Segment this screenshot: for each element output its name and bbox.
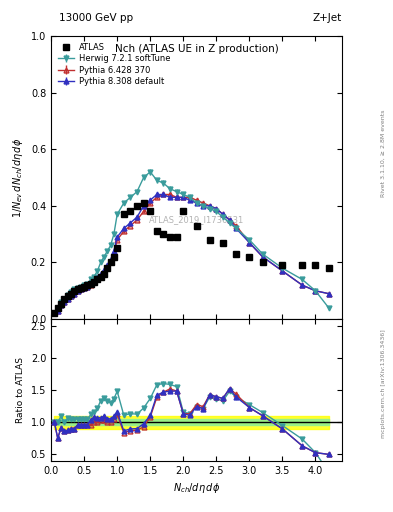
ATLAS <box>68 291 73 297</box>
ATLAS <box>108 260 113 266</box>
ATLAS <box>174 234 179 240</box>
ATLAS <box>82 284 86 290</box>
ATLAS <box>220 240 225 246</box>
Text: Nch (ATLAS UE in Z production): Nch (ATLAS UE in Z production) <box>115 45 278 54</box>
ATLAS <box>121 211 126 218</box>
ATLAS <box>208 237 212 243</box>
ATLAS <box>234 251 239 257</box>
ATLAS <box>102 271 107 277</box>
ATLAS <box>95 276 100 283</box>
ATLAS <box>148 208 152 215</box>
ATLAS <box>105 265 110 271</box>
ATLAS <box>154 228 159 234</box>
ATLAS <box>141 200 146 206</box>
ATLAS <box>135 203 140 209</box>
ATLAS <box>88 281 93 287</box>
Line: ATLAS: ATLAS <box>51 200 331 316</box>
ATLAS <box>55 305 60 311</box>
ATLAS <box>181 208 185 215</box>
ATLAS <box>72 288 77 294</box>
Text: ATLAS_2019_I1736531: ATLAS_2019_I1736531 <box>149 216 244 224</box>
ATLAS <box>115 245 119 251</box>
Y-axis label: $1/N_{ev}\, dN_{ch}/d\eta\, d\phi$: $1/N_{ev}\, dN_{ch}/d\eta\, d\phi$ <box>11 137 25 218</box>
ATLAS <box>62 296 67 303</box>
ATLAS <box>313 262 318 268</box>
ATLAS <box>75 286 80 292</box>
ATLAS <box>161 231 166 237</box>
Legend: ATLAS, Herwig 7.2.1 softTune, Pythia 6.428 370, Pythia 8.308 default: ATLAS, Herwig 7.2.1 softTune, Pythia 6.4… <box>55 40 173 89</box>
ATLAS <box>112 254 116 260</box>
ATLAS <box>52 310 57 316</box>
ATLAS <box>168 234 173 240</box>
ATLAS <box>326 265 331 271</box>
ATLAS <box>260 260 265 266</box>
Text: Rivet 3.1.10, ≥ 2.8M events: Rivet 3.1.10, ≥ 2.8M events <box>381 110 386 197</box>
ATLAS <box>280 262 285 268</box>
ATLAS <box>194 223 199 229</box>
Text: 13000 GeV pp: 13000 GeV pp <box>59 13 133 23</box>
ATLAS <box>65 293 70 300</box>
ATLAS <box>59 301 63 307</box>
Text: Z+Jet: Z+Jet <box>313 13 342 23</box>
Y-axis label: Ratio to ATLAS: Ratio to ATLAS <box>16 357 25 423</box>
ATLAS <box>247 254 252 260</box>
ATLAS <box>300 262 305 268</box>
ATLAS <box>98 273 103 280</box>
ATLAS <box>128 208 133 215</box>
Text: mcplots.cern.ch [arXiv:1306.3436]: mcplots.cern.ch [arXiv:1306.3436] <box>381 330 386 438</box>
ATLAS <box>85 282 90 288</box>
ATLAS <box>79 285 83 291</box>
ATLAS <box>92 279 96 285</box>
X-axis label: $N_{ch}/d\eta\, d\phi$: $N_{ch}/d\eta\, d\phi$ <box>173 481 220 495</box>
